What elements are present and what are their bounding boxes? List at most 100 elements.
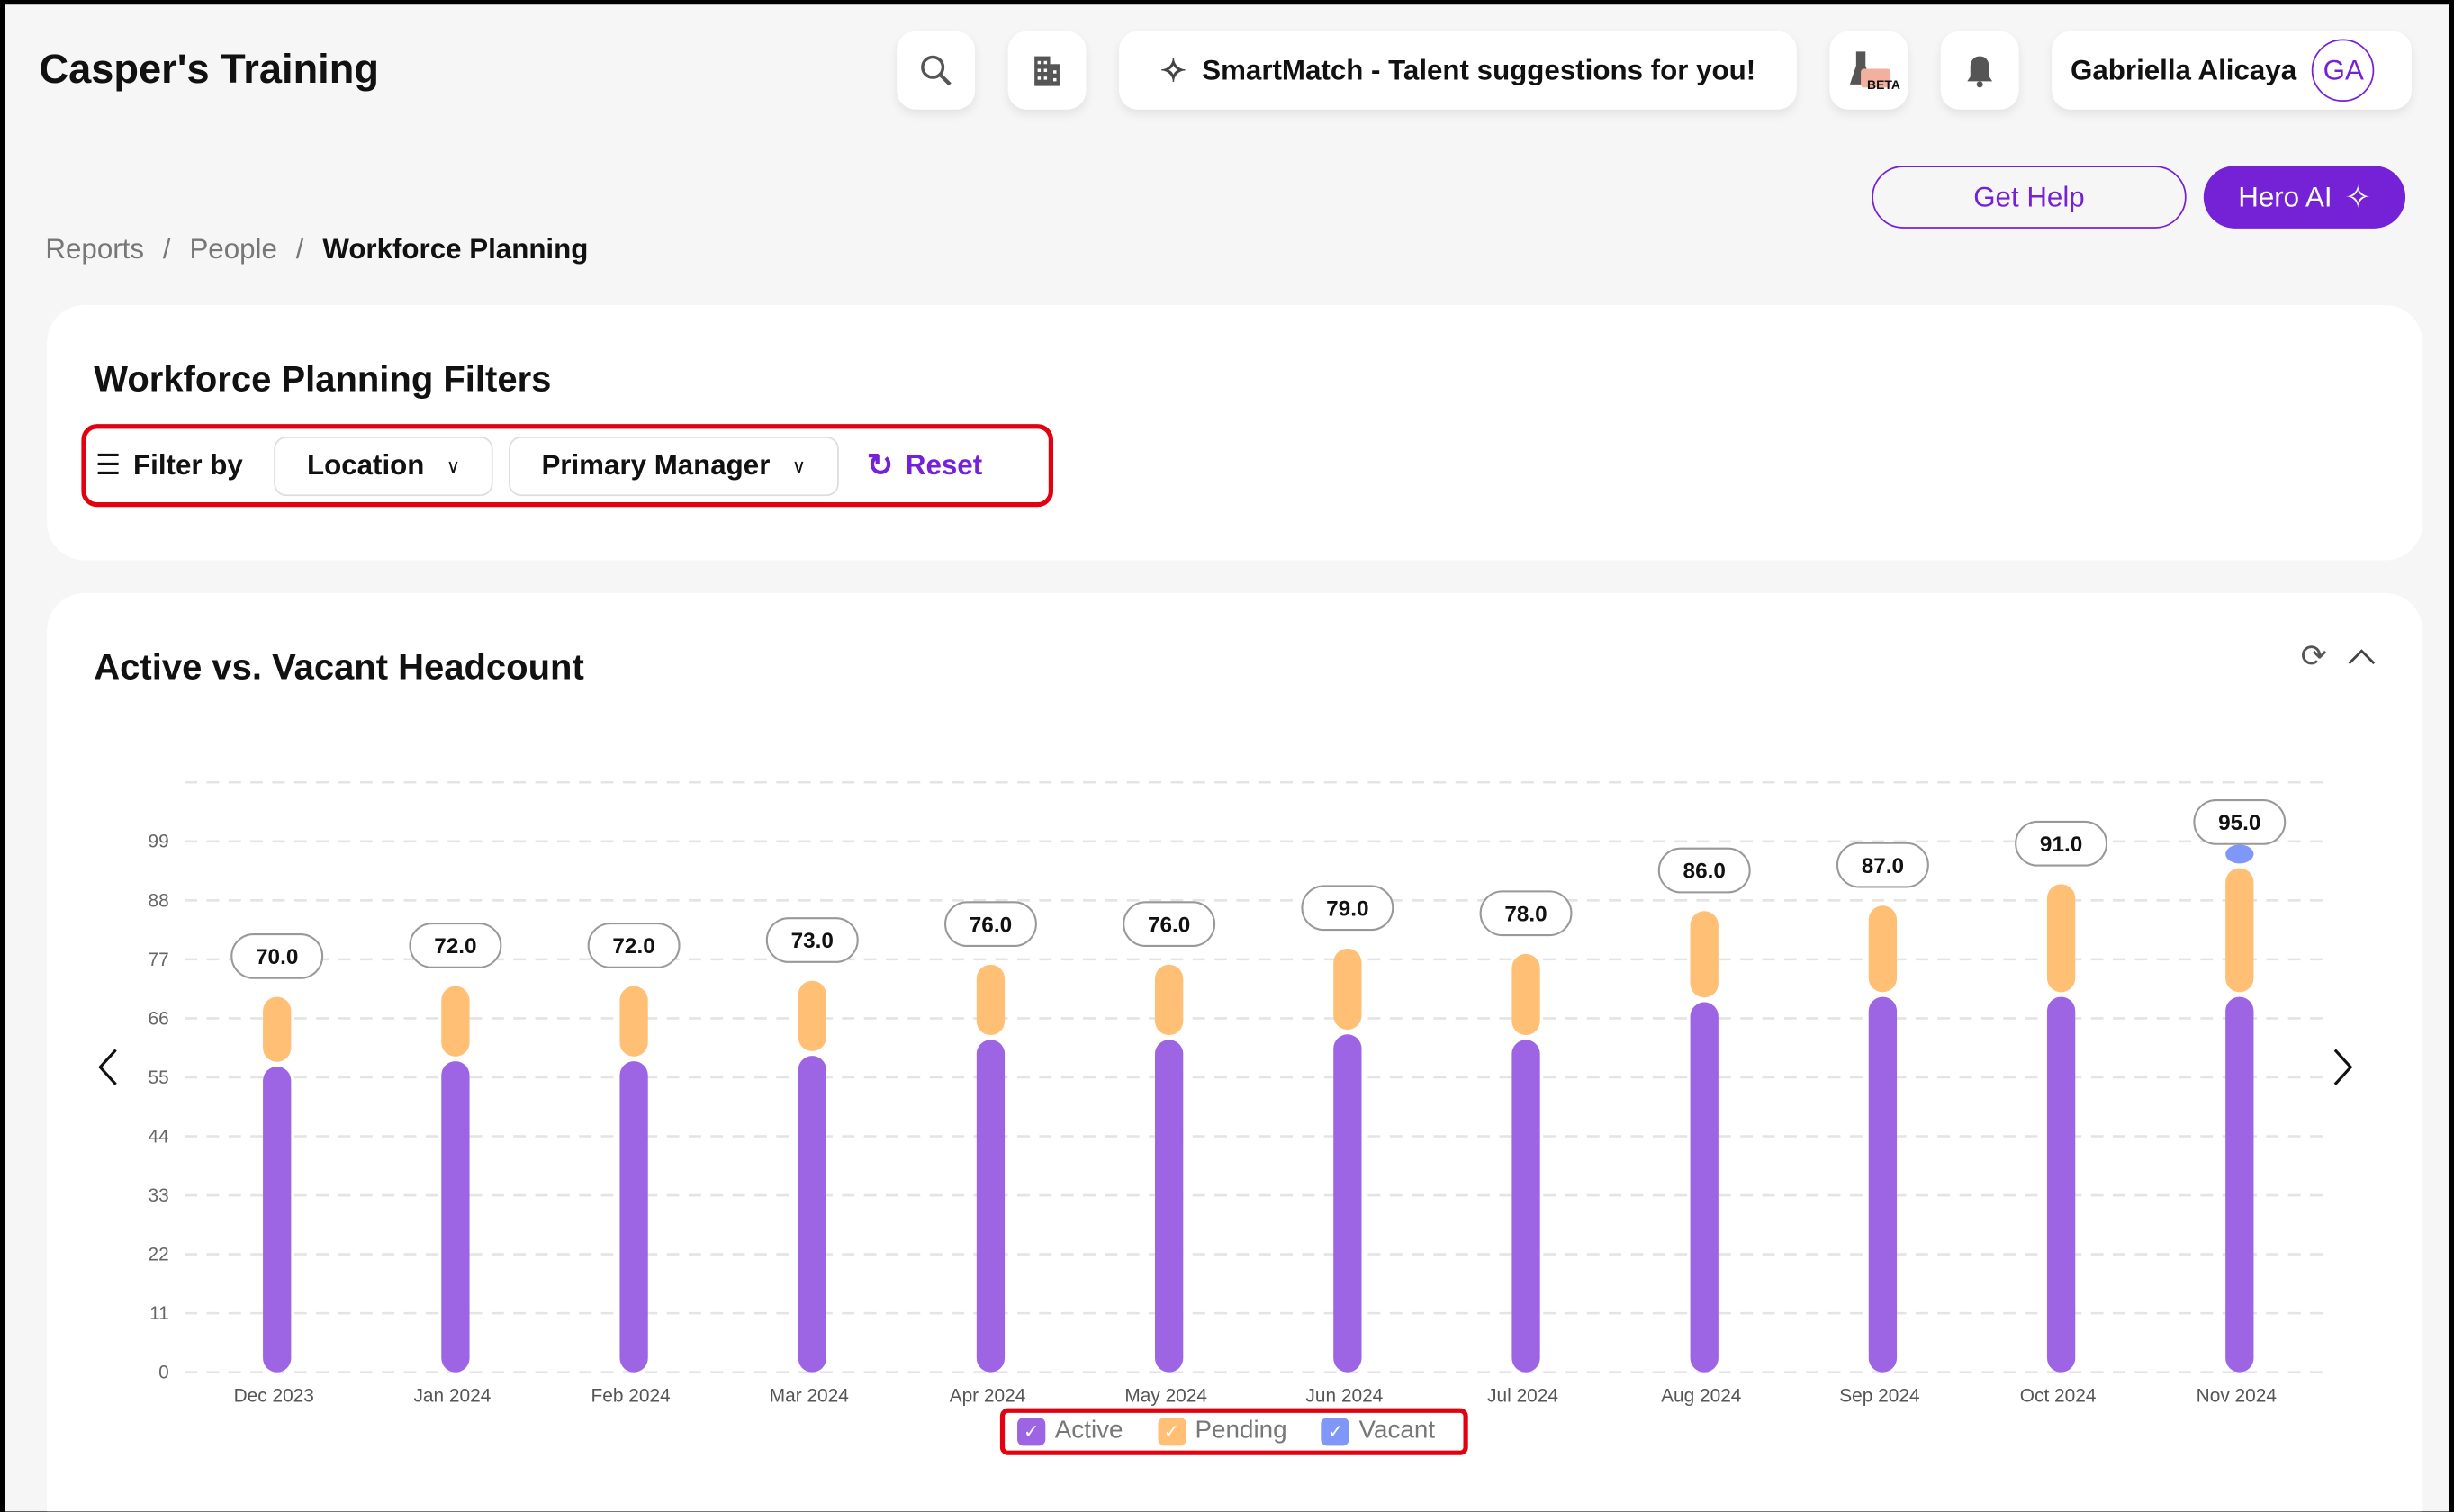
data-label-pill <box>2015 820 2108 867</box>
y-tick-label: 44 <box>149 1126 169 1147</box>
reset-button[interactable]: ↻ Reset <box>867 446 982 484</box>
location-label: Location <box>307 448 425 481</box>
legend-vacant-label: Vacant <box>1358 1418 1436 1444</box>
bar-active <box>1690 1002 1719 1372</box>
data-label-pill <box>1123 901 1216 948</box>
data-label: 78.0 <box>1504 902 1547 926</box>
bar-pending <box>263 996 292 1062</box>
data-label-pill <box>409 922 502 968</box>
search-button[interactable] <box>897 31 976 110</box>
notifications-button[interactable] <box>1940 31 2019 110</box>
bar-active <box>619 1061 648 1372</box>
y-tick-label: 11 <box>149 1303 169 1324</box>
data-label-pill <box>1657 847 1751 894</box>
sliders-icon: ☰ <box>95 448 122 481</box>
chart-title: Active vs. Vacant Headcount <box>94 646 584 688</box>
headcount-chart: 0 11 22 33 44 55 66 77 88 99 70.0 Dec 2023 72.0 Jan 2… <box>149 780 2324 1407</box>
x-tick-label: Apr 2024 <box>950 1386 1026 1407</box>
data-label-pill <box>230 932 324 979</box>
x-tick-label: Sep 2024 <box>1839 1386 1919 1407</box>
hero-ai-button[interactable]: Hero AI ✧ <box>2203 166 2406 229</box>
refresh-icon[interactable]: ⟳ <box>2300 640 2327 675</box>
smartmatch-button[interactable]: ✧ SmartMatch - Talent suggestions for yo… <box>1119 31 1797 110</box>
bar-pending <box>1690 911 1719 998</box>
data-label-pill <box>587 922 681 968</box>
legend-vacant-checkbox[interactable]: ✓ <box>1321 1418 1350 1446</box>
bar-active <box>1333 1034 1362 1372</box>
data-label-pill <box>2193 799 2287 845</box>
data-label-pill <box>1479 890 1573 937</box>
y-tick-label: 88 <box>149 890 169 911</box>
y-tick-label: 99 <box>149 832 169 852</box>
smartmatch-label: SmartMatch - Talent suggestions for you! <box>1202 53 1756 86</box>
bar-active <box>1868 996 1898 1372</box>
data-label: 87.0 <box>1862 854 1904 878</box>
bar-active <box>976 1040 1006 1372</box>
breadcrumb-current: Workforce Planning <box>322 233 589 265</box>
legend-active-label: Active <box>1054 1418 1123 1444</box>
filters-card: Workforce Planning Filters ☰ Filter by L… <box>47 305 2423 561</box>
x-tick-label: Jan 2024 <box>414 1386 492 1407</box>
chart-next-arrow[interactable] <box>2332 1047 2353 1087</box>
data-label-pill <box>1836 842 1929 888</box>
y-tick-label: 55 <box>149 1067 169 1088</box>
headcount-chart-card: Active vs. Vacant Headcount ⟳ 0 11 22 33 44 5… <box>47 592 2423 1512</box>
data-label: 76.0 <box>1148 913 1190 937</box>
chevron-down-icon: ∨ <box>791 454 807 477</box>
breadcrumb: Reports / People / Workforce Planning <box>45 233 588 266</box>
chevron-down-icon: ∨ <box>446 454 461 477</box>
avatar: GA <box>2312 39 2376 103</box>
x-tick-label: Oct 2024 <box>2020 1386 2097 1407</box>
location-dropdown[interactable]: Location ∨ <box>274 436 493 496</box>
data-label: 73.0 <box>791 929 834 953</box>
data-label: 72.0 <box>434 934 476 958</box>
data-label-pill <box>1301 885 1394 932</box>
y-tick-label: 0 <box>158 1363 169 1383</box>
primary-manager-dropdown[interactable]: Primary Manager ∨ <box>508 436 839 496</box>
bar-active <box>798 1056 826 1372</box>
bar-pending <box>2225 868 2254 993</box>
sparkle-icon: ✧ <box>2344 180 2371 216</box>
separator: / <box>162 233 171 265</box>
data-label: 86.0 <box>1683 860 1726 884</box>
bar-active <box>263 1066 292 1372</box>
user-name: Gabriella Alicaya <box>2071 53 2297 86</box>
chart-legend: ✓ Active ✓ Pending ✓ Vacant <box>999 1408 1468 1455</box>
x-tick-label: Aug 2024 <box>1661 1386 1741 1407</box>
primary-manager-label: Primary Manager <box>541 448 771 481</box>
data-label: 72.0 <box>612 934 654 958</box>
bar-active <box>1155 1040 1184 1372</box>
breadcrumb-reports[interactable]: Reports <box>45 233 144 265</box>
data-label: 95.0 <box>2218 811 2260 835</box>
y-tick-label: 66 <box>149 1008 169 1029</box>
data-label-pill <box>944 901 1037 948</box>
x-tick-label: Feb 2024 <box>591 1386 671 1407</box>
bar-active <box>1511 1040 1540 1372</box>
y-tick-label: 77 <box>149 950 169 970</box>
filter-bar: ☰ Filter by Location ∨ Primary Manager ∨ ↻… <box>81 424 1054 508</box>
user-menu[interactable]: Gabriella Alicaya GA <box>2052 31 2413 110</box>
legend-active-checkbox[interactable]: ✓ <box>1017 1418 1046 1446</box>
legend-pending-checkbox[interactable]: ✓ <box>1157 1418 1186 1446</box>
x-tick-label: Jul 2024 <box>1487 1386 1558 1407</box>
chart-prev-arrow[interactable] <box>97 1047 119 1087</box>
bar-pending <box>2046 884 2076 993</box>
search-icon <box>921 55 952 86</box>
bell-icon <box>1967 56 1993 88</box>
bar-active <box>2046 996 2076 1372</box>
get-help-button[interactable]: Get Help <box>1872 166 2187 229</box>
legend-pending-label: Pending <box>1195 1418 1287 1444</box>
chevron-up-icon[interactable] <box>2346 644 2377 666</box>
bar-pending <box>619 986 648 1057</box>
data-label: 70.0 <box>256 945 298 969</box>
filter-by-label: Filter by <box>133 448 243 481</box>
data-label: 91.0 <box>2040 832 2082 857</box>
organization-button[interactable] <box>1007 31 1087 110</box>
y-tick-label: 22 <box>149 1245 169 1265</box>
data-label-pill <box>765 917 859 963</box>
bar-active <box>2225 996 2254 1372</box>
beta-labs-button[interactable]: BETA <box>1829 31 1908 110</box>
app-title: Casper's Training <box>39 45 379 93</box>
x-tick-label: May 2024 <box>1124 1386 1207 1407</box>
breadcrumb-people[interactable]: People <box>189 233 277 265</box>
